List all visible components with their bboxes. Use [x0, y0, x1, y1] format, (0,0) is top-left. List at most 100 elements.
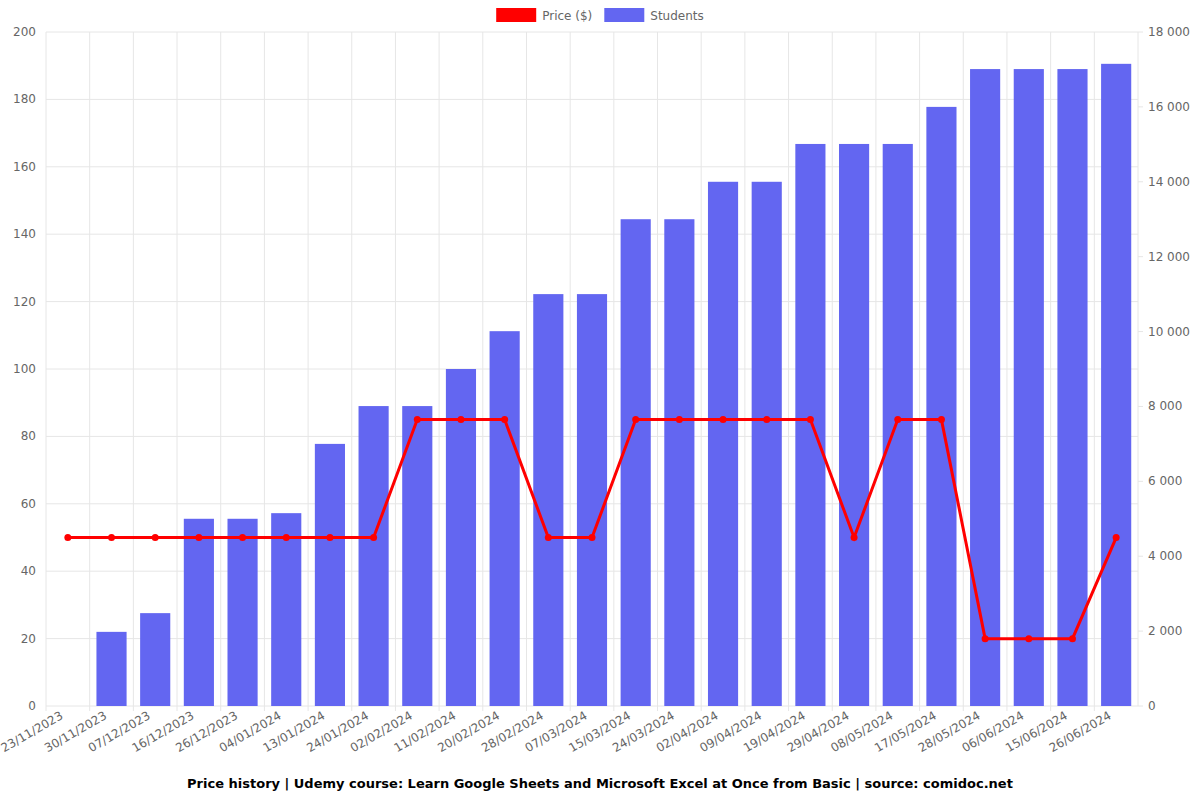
y2-tick-label: 4 000 — [1148, 549, 1182, 563]
bar — [227, 519, 257, 706]
x-grid-line — [744, 32, 745, 711]
y2-tick — [1138, 331, 1143, 332]
price-point — [195, 534, 202, 541]
x-grid-line — [133, 32, 134, 711]
y2-tick — [1138, 631, 1143, 632]
price-point — [239, 534, 246, 541]
y-grid-line — [46, 32, 1138, 33]
y-tick-label: 20 — [21, 632, 36, 646]
bar — [140, 613, 170, 706]
legend-label: Students — [650, 9, 704, 23]
x-grid-line — [613, 32, 614, 711]
y2-tick — [1138, 556, 1143, 557]
price-point — [370, 534, 377, 541]
plot-edge — [1138, 32, 1139, 706]
y2-tick — [1138, 706, 1143, 707]
y-tick-label: 80 — [21, 429, 36, 443]
x-grid-line — [395, 32, 396, 711]
bar — [752, 182, 782, 706]
price-point — [589, 534, 596, 541]
price-point — [851, 534, 858, 541]
x-grid-line — [875, 32, 876, 711]
y-tick-label: 40 — [21, 564, 36, 578]
legend-swatch — [496, 8, 536, 22]
price-point — [283, 534, 290, 541]
x-grid-line — [657, 32, 658, 711]
x-grid-line — [177, 32, 178, 711]
price-point — [632, 416, 639, 423]
bar — [490, 331, 520, 706]
x-grid-line — [701, 32, 702, 711]
y2-tick — [1138, 406, 1143, 407]
marks — [64, 64, 1131, 706]
price-point — [457, 416, 464, 423]
y2-tick-label: 14 000 — [1148, 175, 1190, 189]
y2-tick-label: 0 — [1148, 699, 1156, 713]
price-point — [763, 416, 770, 423]
x-grid-line — [308, 32, 309, 711]
x-grid-line — [788, 32, 789, 711]
y-tick-label: 180 — [13, 92, 36, 106]
price-point — [938, 416, 945, 423]
x-grid-line — [1006, 32, 1007, 711]
x-grid-line — [220, 32, 221, 711]
price-point — [414, 416, 421, 423]
bar — [577, 294, 607, 706]
x-grid-line — [351, 32, 352, 711]
price-point — [64, 534, 71, 541]
title: Price history | Udemy course: Learn Goog… — [187, 776, 1013, 791]
y2-tick-label: 6 000 — [1148, 474, 1182, 488]
price-point — [676, 416, 683, 423]
y2-tick-label: 10 000 — [1148, 325, 1190, 339]
price-point — [326, 534, 333, 541]
y2-tick — [1138, 481, 1143, 482]
bar — [708, 182, 738, 706]
axes: 0 20 40 60 80 100 120 140 160 180 200 0 2 000 4 000 6 … — [0, 25, 1190, 755]
price-point — [108, 534, 115, 541]
bar — [839, 144, 869, 706]
price-point — [501, 416, 508, 423]
x-tick-label: 26/06/2024 — [1047, 708, 1114, 755]
y-tick-label: 160 — [13, 160, 36, 174]
price-point — [982, 635, 989, 642]
y-tick-label: 140 — [13, 227, 36, 241]
y2-tick-label: 12 000 — [1148, 250, 1190, 264]
x-grid-line — [46, 32, 47, 711]
x-grid-line — [89, 32, 90, 711]
x-grid-line — [1094, 32, 1095, 711]
bar — [184, 519, 214, 706]
price-point — [1113, 534, 1120, 541]
y-tick-label: 200 — [13, 25, 36, 39]
y2-tick — [1138, 32, 1143, 33]
y-tick-label: 60 — [21, 497, 36, 511]
y-tick-label: 120 — [13, 295, 36, 309]
legend: Price ($)Students — [496, 8, 704, 23]
y2-tick-label: 2 000 — [1148, 624, 1182, 638]
y2-tick — [1138, 181, 1143, 182]
y-tick-label: 0 — [28, 699, 36, 713]
x-grid-line — [439, 32, 440, 711]
bar — [96, 632, 126, 706]
x-grid-line — [1050, 32, 1051, 711]
x-grid-line — [264, 32, 265, 711]
bar — [621, 219, 651, 706]
x-grid-line — [919, 32, 920, 711]
bar — [1014, 69, 1044, 706]
bar — [664, 219, 694, 706]
x-grid-line — [526, 32, 527, 711]
price-point — [720, 416, 727, 423]
bar — [970, 69, 1000, 706]
price-point — [545, 534, 552, 541]
price-line — [68, 420, 1116, 639]
y-tick-label: 100 — [13, 362, 36, 376]
legend-swatch — [604, 8, 644, 22]
x-grid-line — [570, 32, 571, 711]
grid — [46, 32, 1138, 711]
x-grid-line — [963, 32, 964, 711]
bar — [271, 513, 301, 706]
bar — [359, 406, 389, 706]
bar — [53, 706, 83, 707]
bar — [315, 444, 345, 706]
y2-tick-label: 16 000 — [1148, 100, 1190, 114]
x-grid-line — [482, 32, 483, 711]
